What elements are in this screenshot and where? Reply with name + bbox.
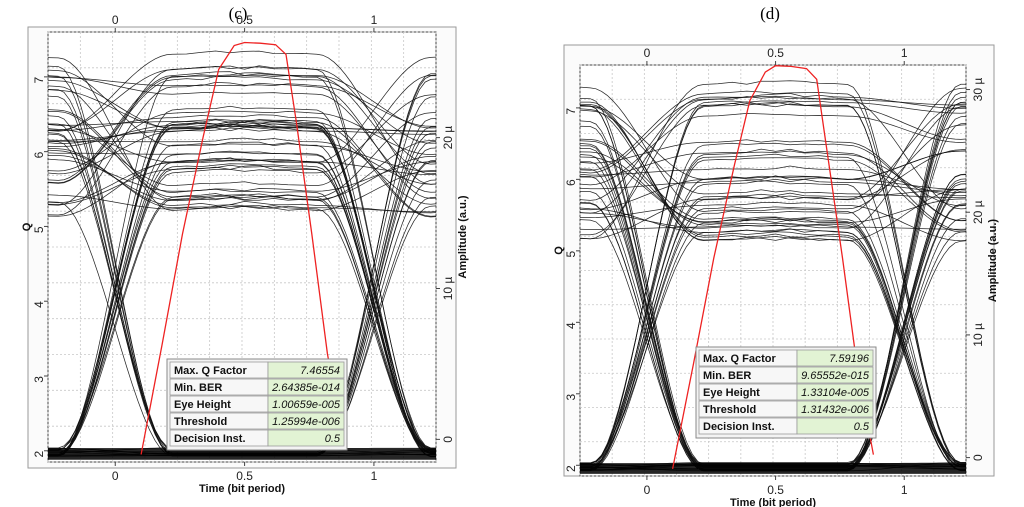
table-row-label: Eye Height xyxy=(703,387,760,399)
x-tick-label-bottom: 0 xyxy=(112,469,119,483)
table-row-value: 2.64385e-014 xyxy=(271,382,340,394)
table-row-value: 7.46554 xyxy=(300,365,340,377)
table-row-value: 7.59196 xyxy=(829,353,870,365)
y-left-tick-label: 7 xyxy=(32,77,46,84)
table-row-label: Min. BER xyxy=(703,370,751,382)
table-row-value: 1.00659e-005 xyxy=(272,399,341,411)
table-row-value: 0.5 xyxy=(325,433,341,445)
x-tick-label-bottom: 0.5 xyxy=(236,469,253,483)
table-row-label: Threshold xyxy=(703,404,756,416)
panel-label-d: (d) xyxy=(760,4,780,23)
x-tick-label-bottom: 1 xyxy=(901,483,908,497)
y-right-tick-label: 0 xyxy=(441,436,455,443)
table-row-value: 9.65552e-015 xyxy=(801,370,870,382)
y-left-tick-label: 4 xyxy=(32,301,46,308)
y-right-tick-label: 20 µ xyxy=(441,126,455,150)
table-row-value: 0.5 xyxy=(854,421,870,433)
x-tick-label-bottom: 0.5 xyxy=(767,483,784,497)
x-axis-title: Time (bit period) xyxy=(730,497,816,507)
eye-diagram-d: 2 3 4 5 6 7 Q 0 10 µ 20 µ 30 µ Amplitude (a.u.) 0 0 0.… xyxy=(553,44,999,507)
y-left-tick-label: 7 xyxy=(564,108,578,115)
y-left-tick-label: 5 xyxy=(564,251,578,258)
y-left-tick-label: 3 xyxy=(32,376,46,383)
y-left-axis-title: Q xyxy=(21,222,33,231)
y-right-tick-label: 10 µ xyxy=(441,277,455,301)
x-axis-title: Time (bit period) xyxy=(199,483,285,495)
y-right-tick-label: 30 µ xyxy=(971,78,985,102)
y-left-tick-label: 3 xyxy=(564,393,578,400)
panel-label-c: (c) xyxy=(228,4,248,23)
x-tick-label-top: 0.5 xyxy=(236,13,253,27)
y-left-tick-label: 6 xyxy=(564,179,578,186)
results-table: Max. Q Factor 7.59196 Min. BER 9.65552e-015… xyxy=(695,346,877,439)
table-row-label: Decision Inst. xyxy=(703,421,775,433)
q-factor-curve xyxy=(140,41,344,455)
y-right-tick-label: 0 xyxy=(971,454,985,461)
results-table: Max. Q Factor 7.46554 Min. BER 2.64385e-014… xyxy=(166,358,348,451)
eye-diagram-c: 2 3 4 5 6 7 Q 0 10 µ 20 µ Amplitude (a.u.) 0 0 0.5 0.5… xyxy=(21,13,469,495)
q-factor-curve xyxy=(671,65,875,470)
x-tick-label-bottom: 1 xyxy=(371,469,378,483)
y-left-tick-label: 2 xyxy=(564,465,578,472)
x-tick-label-top: 0 xyxy=(112,13,119,27)
table-row-label: Min. BER xyxy=(174,382,222,394)
table-row-label: Max. Q Factor xyxy=(703,353,776,365)
x-tick-label-top: 0 xyxy=(644,46,651,60)
y-right-axis-title: Amplitude (a.u.) xyxy=(987,219,999,302)
x-tick-label-top: 1 xyxy=(371,13,378,27)
y-right-tick-label: 20 µ xyxy=(971,200,985,224)
y-left-tick-label: 4 xyxy=(564,322,578,329)
table-row-value: 1.25994e-006 xyxy=(272,416,341,428)
x-tick-label-bottom: 0 xyxy=(644,483,651,497)
x-tick-label-top: 1 xyxy=(901,46,908,60)
table-row-label: Threshold xyxy=(174,416,227,428)
x-tick-label-top: 0.5 xyxy=(767,46,784,60)
table-row-label: Eye Height xyxy=(174,399,231,411)
table-row-label: Decision Inst. xyxy=(174,433,246,445)
table-row-value: 1.33104e-005 xyxy=(801,387,870,399)
table-row-value: 1.31432e-006 xyxy=(801,404,870,416)
table-row-label: Max. Q Factor xyxy=(174,365,247,377)
y-left-tick-label: 5 xyxy=(32,226,46,233)
y-right-axis-title: Amplitude (a.u.) xyxy=(457,195,469,278)
y-left-axis-title: Q xyxy=(553,246,565,255)
y-left-tick-label: 6 xyxy=(32,151,46,158)
y-right-tick-label: 10 µ xyxy=(971,323,985,347)
y-left-tick-label: 2 xyxy=(32,450,46,457)
